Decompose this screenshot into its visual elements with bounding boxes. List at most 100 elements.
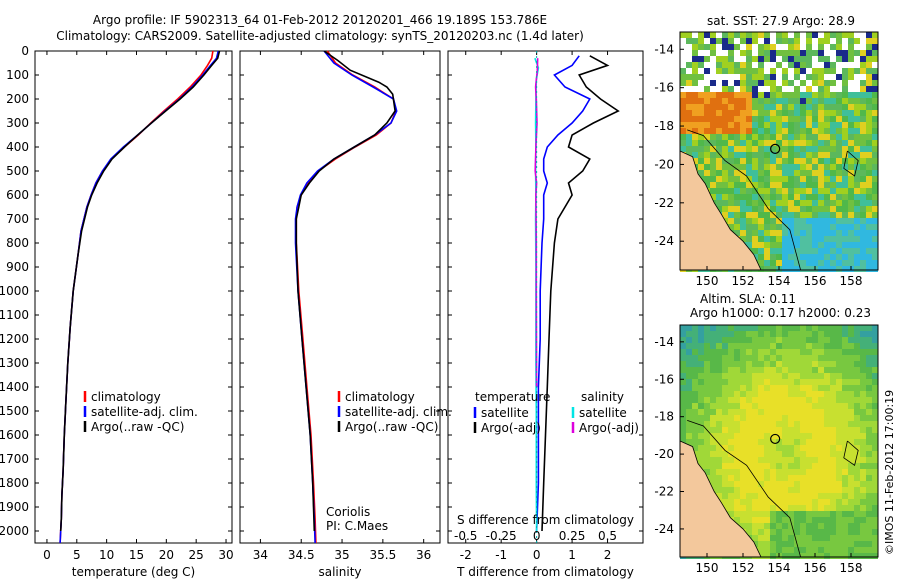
map-cell <box>788 553 794 559</box>
map-cell <box>746 92 752 98</box>
map-cell <box>842 397 848 403</box>
map-cell <box>770 164 776 170</box>
map-cell <box>746 343 752 349</box>
map-cell <box>782 355 788 361</box>
plot-frame <box>34 50 233 544</box>
map-cell <box>698 38 704 44</box>
map-cell <box>794 236 800 242</box>
map-cell <box>740 439 746 445</box>
map-cell <box>848 224 854 230</box>
map-cell <box>824 188 830 194</box>
map-cell <box>794 116 800 122</box>
map-cell <box>818 433 824 439</box>
map-cell <box>686 146 692 152</box>
map-cell <box>746 475 752 481</box>
map-cell <box>830 44 836 50</box>
map-cell <box>692 439 698 445</box>
map-cell <box>776 206 782 212</box>
map-cell <box>740 463 746 469</box>
y-tick-label: 2000 <box>0 524 29 538</box>
map-cell <box>788 56 794 62</box>
map-cell <box>842 373 848 379</box>
map-cell <box>776 224 782 230</box>
map-cell <box>764 92 770 98</box>
map-cell <box>758 230 764 236</box>
map-cell <box>770 68 776 74</box>
map-cell <box>752 98 758 104</box>
map-cell <box>734 511 740 517</box>
map-cell <box>776 361 782 367</box>
map-cell <box>680 403 686 409</box>
map-cell <box>866 349 872 355</box>
map-cell <box>782 206 788 212</box>
map-cell <box>680 343 686 349</box>
legend-label: climatology <box>345 390 415 404</box>
map-cell <box>860 433 866 439</box>
map-cell <box>752 481 758 487</box>
map-cell <box>776 529 782 535</box>
map-cell <box>710 349 716 355</box>
map-cell <box>758 68 764 74</box>
map-cell <box>698 158 704 164</box>
map-cell <box>770 373 776 379</box>
map-cell <box>794 110 800 116</box>
legend-label: satellite-adj. clim. <box>345 405 452 419</box>
map-cell <box>710 140 716 146</box>
map-cell <box>794 200 800 206</box>
map-cell <box>752 325 758 331</box>
map-cell <box>824 242 830 248</box>
map-cell <box>782 194 788 200</box>
map-cell <box>848 236 854 242</box>
map-cell <box>848 481 854 487</box>
map-cell <box>836 38 842 44</box>
map-cell <box>734 343 740 349</box>
map-cell <box>752 331 758 337</box>
map-cell <box>764 248 770 254</box>
map-cell <box>746 499 752 505</box>
map-cell <box>704 403 710 409</box>
map-cell <box>752 511 758 517</box>
map-cell <box>788 469 794 475</box>
map-cell <box>692 379 698 385</box>
map-cell <box>728 50 734 56</box>
legend-label: Argo(-adj) <box>579 421 639 435</box>
map-cell <box>848 343 854 349</box>
map-cell <box>812 379 818 385</box>
map-cell <box>824 457 830 463</box>
chart-title-line2: Climatology: CARS2009. Satellite-adjuste… <box>56 29 584 43</box>
map-cell <box>698 122 704 128</box>
map-cell <box>710 427 716 433</box>
map-cell <box>770 421 776 427</box>
map-cell <box>686 343 692 349</box>
map-cell <box>848 475 854 481</box>
map-cell <box>740 427 746 433</box>
map-cell <box>782 224 788 230</box>
map-cell <box>848 325 854 331</box>
map-cell <box>800 248 806 254</box>
map-cell <box>842 487 848 493</box>
map-cell <box>764 349 770 355</box>
map-cell <box>686 433 692 439</box>
map-cell <box>800 403 806 409</box>
map-cell <box>722 397 728 403</box>
map-cell <box>746 158 752 164</box>
map-cell <box>710 32 716 38</box>
map-cell <box>866 409 872 415</box>
map-cell <box>716 439 722 445</box>
map-cell <box>800 134 806 140</box>
map-cell <box>758 505 764 511</box>
map-cell <box>860 511 866 517</box>
map-cell <box>800 152 806 158</box>
map-cell <box>698 409 704 415</box>
map-cell <box>806 493 812 499</box>
map-cell <box>746 134 752 140</box>
map-cell <box>836 56 842 62</box>
map-cell <box>854 104 860 110</box>
map-cell <box>728 44 734 50</box>
map-cell <box>824 379 830 385</box>
map-cell <box>752 104 758 110</box>
map-cell <box>710 439 716 445</box>
map-cell <box>740 152 746 158</box>
map-cell <box>806 56 812 62</box>
map-cell <box>842 260 848 266</box>
